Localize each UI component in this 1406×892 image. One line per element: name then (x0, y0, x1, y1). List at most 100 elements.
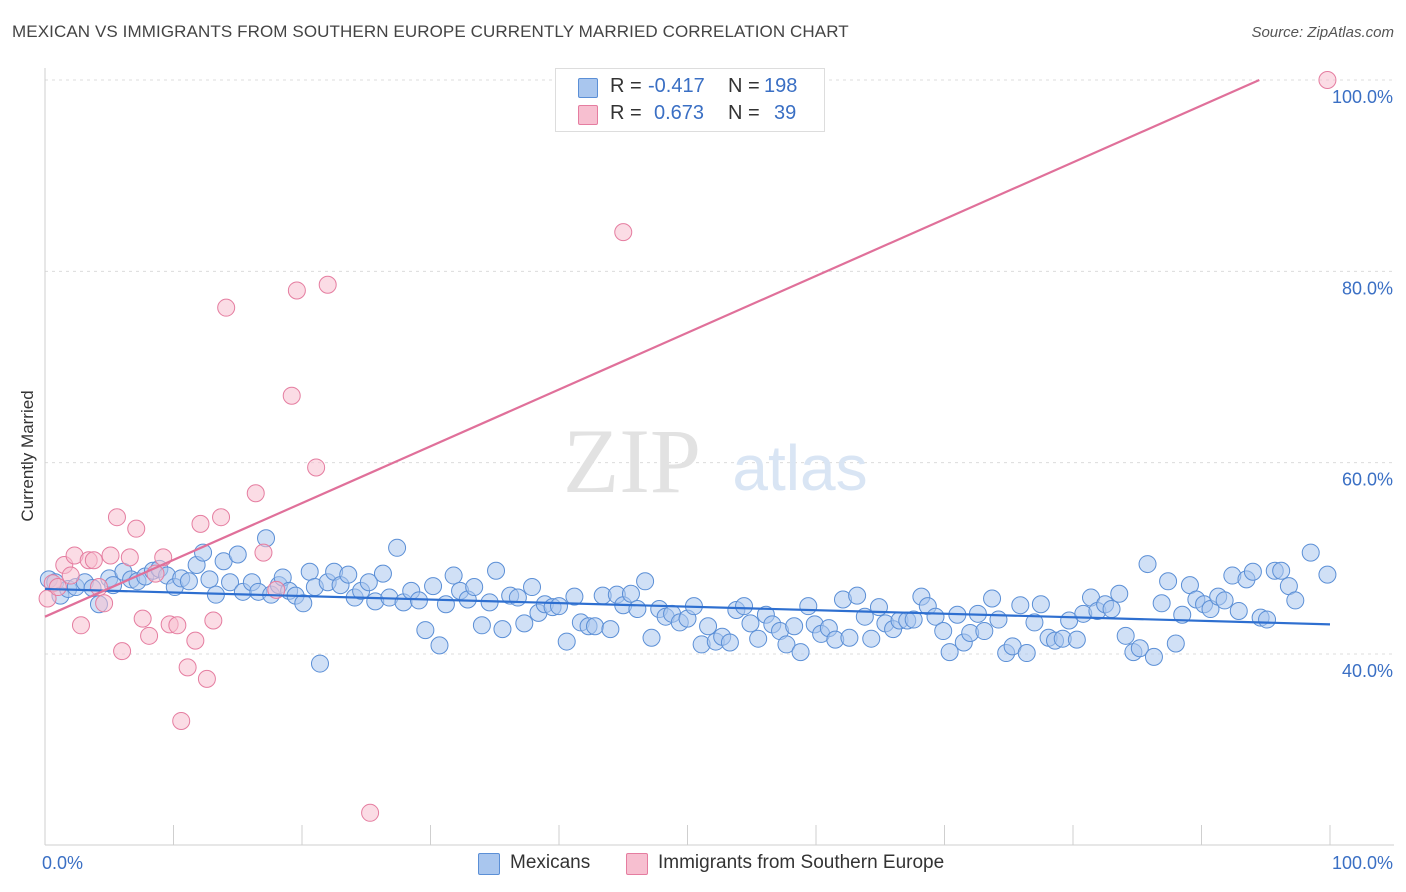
data-point (1229, 601, 1248, 620)
data-point (186, 631, 205, 650)
y-axis-label: Currently Married (18, 390, 37, 521)
data-point (84, 551, 103, 570)
data-point (720, 633, 739, 652)
data-point (178, 658, 197, 677)
data-point (113, 642, 132, 661)
watermark-atlas: atlas (732, 432, 867, 504)
data-point (741, 614, 760, 633)
data-point (191, 514, 210, 533)
data-point (361, 803, 380, 822)
data-point (515, 614, 534, 633)
data-point (1258, 610, 1277, 629)
data-point (642, 628, 661, 647)
data-point (840, 628, 859, 647)
data-point (388, 538, 407, 557)
data-point (1144, 647, 1163, 666)
data-point (217, 298, 236, 317)
data-point (430, 636, 449, 655)
watermark-zip: ZIP (563, 410, 701, 512)
data-point (1025, 613, 1044, 632)
legend-r-label: R = (610, 102, 642, 124)
data-point (48, 578, 67, 597)
data-point (1301, 543, 1320, 562)
data-point (749, 629, 768, 648)
trend-line (44, 78, 1260, 618)
legend-n-value: 198 (764, 75, 798, 97)
data-point (585, 617, 604, 636)
data-point (1130, 639, 1149, 658)
watermark: ZIP atlas (563, 410, 868, 512)
chart-title: MEXICAN VS IMMIGRANTS FROM SOUTHERN EURO… (12, 22, 849, 41)
legend-n-value: 39 (774, 102, 797, 124)
data-point (472, 616, 491, 635)
data-point (246, 484, 265, 503)
data-point (1272, 561, 1291, 580)
data-point (424, 577, 443, 596)
data-point (523, 578, 542, 597)
legend-swatch-southern-europe (578, 105, 598, 125)
trend-lines (44, 78, 1331, 626)
gridlines (45, 79, 1394, 655)
data-point (1159, 572, 1178, 591)
data-point (212, 508, 231, 527)
data-point (1215, 591, 1234, 610)
data-point (200, 570, 219, 589)
data-point (197, 669, 216, 688)
data-point (101, 546, 120, 565)
data-point (373, 564, 392, 583)
data-point (1138, 555, 1157, 574)
y-tick-label: 60.0% (1342, 470, 1393, 490)
data-point (95, 594, 114, 613)
data-point (318, 275, 337, 294)
data-point (550, 597, 568, 616)
data-point (300, 562, 319, 581)
data-point (934, 622, 953, 641)
legend-label-southern-europe: Immigrants from Southern Europe (658, 852, 945, 873)
legend-n-label: N = (728, 75, 760, 97)
data-point (221, 573, 240, 592)
x-tick-label: 0.0% (42, 853, 83, 873)
data-point (1116, 626, 1135, 645)
data-point (1286, 591, 1305, 610)
data-point (444, 566, 463, 585)
data-point (904, 610, 923, 629)
data-point (120, 548, 139, 567)
data-point (940, 643, 959, 662)
data-point (791, 643, 810, 662)
data-point (1152, 594, 1171, 613)
correlation-legend: R = -0.417 N = 198 R = 0.673 N = 39 (555, 68, 825, 132)
data-point (1318, 565, 1337, 584)
tick-labels: 40.0% 60.0% 80.0% 100.0% 0.0% 100.0% (42, 87, 1393, 873)
data-point (601, 620, 620, 639)
data-point (71, 616, 90, 635)
data-point (107, 508, 126, 527)
data-point (508, 588, 527, 607)
data-point (1011, 596, 1030, 615)
y-tick-label: 40.0% (1342, 661, 1393, 681)
data-point (636, 572, 655, 591)
data-point (1067, 630, 1086, 649)
data-point (487, 561, 506, 580)
data-point (614, 223, 633, 242)
trend-line (44, 587, 1331, 626)
data-point (1243, 562, 1262, 581)
legend-r-value: 0.673 (654, 102, 705, 124)
data-point (1017, 644, 1036, 663)
data-point (204, 611, 223, 630)
data-point (133, 609, 152, 628)
legend-r-value: -0.417 (648, 75, 705, 97)
legend-n-label: N = (728, 102, 760, 124)
x-tick-label: 100.0% (1332, 853, 1393, 873)
data-point (621, 584, 640, 603)
data-point (465, 578, 484, 597)
data-point (127, 519, 146, 538)
data-point (172, 711, 191, 730)
axes (44, 68, 1394, 846)
data-point (777, 635, 796, 654)
data-point (975, 622, 994, 641)
data-point (735, 597, 754, 616)
data-point (1166, 634, 1185, 653)
data-point (436, 595, 455, 614)
data-point (228, 545, 247, 564)
